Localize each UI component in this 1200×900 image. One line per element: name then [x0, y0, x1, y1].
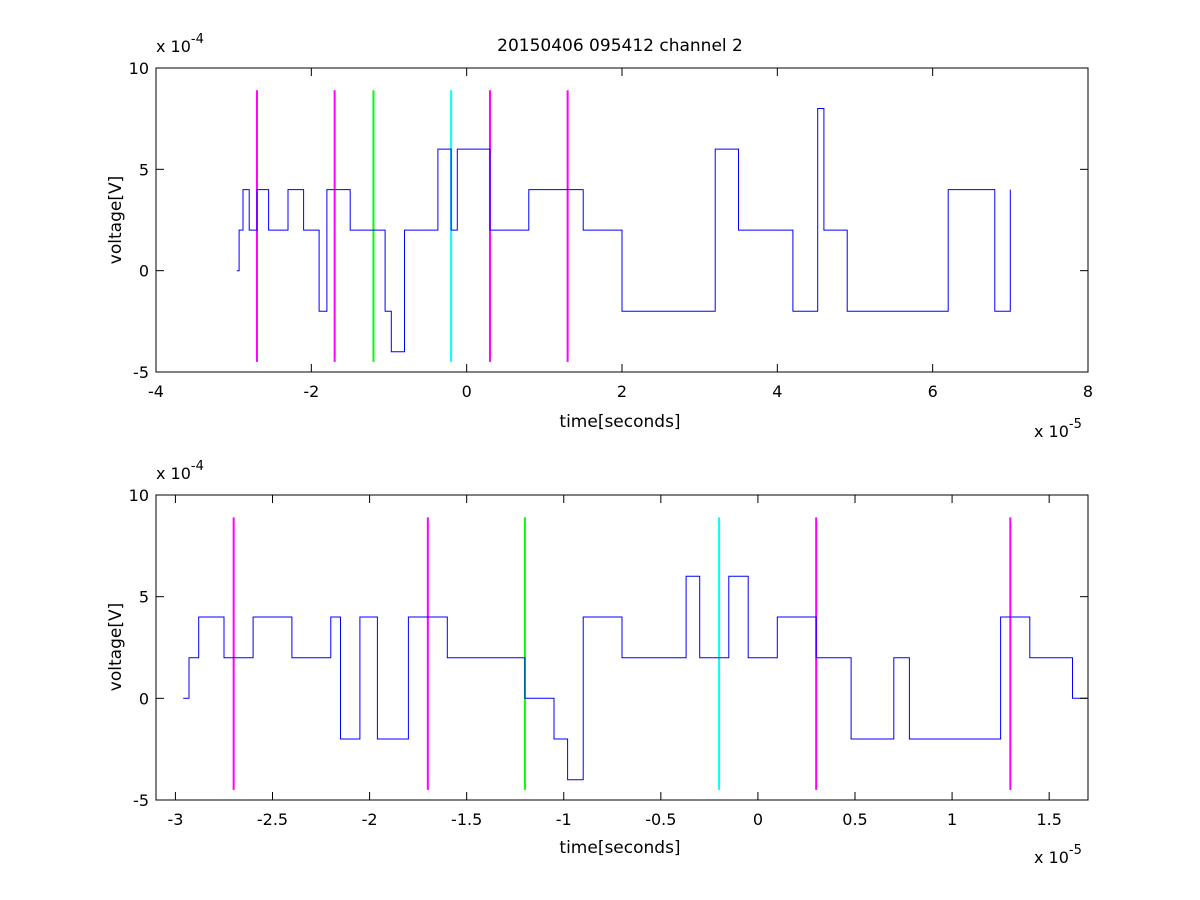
bottom-x-tick-label: -3 — [167, 810, 183, 829]
top-x-tick-label: 8 — [1083, 382, 1093, 401]
bottom-y-tick-label: 0 — [139, 689, 149, 708]
bottom-y-tick-label: 10 — [129, 486, 149, 505]
bottom-x-tick-label: -1 — [556, 810, 572, 829]
top-y-axis-label: voltage[V] — [106, 176, 126, 264]
bottom-axes-frame — [155, 494, 1089, 801]
top-x-ticks: -4 -2 0 2 4 6 8 — [148, 68, 1093, 401]
top-axes: -4 -2 0 2 4 6 8 -5 0 5 10 time[seconds] voltage[V… — [106, 32, 1093, 441]
bottom-y-tick-label: 5 — [139, 588, 149, 607]
bottom-y-tick-label: -5 — [133, 791, 149, 810]
bottom-x-tick-label: -2 — [362, 810, 378, 829]
bottom-y-ticks: -5 0 5 10 — [129, 486, 1088, 810]
bottom-y-exponent: x 10-4 — [156, 459, 204, 483]
top-x-tick-label: 6 — [928, 382, 938, 401]
top-voltage-trace — [236, 108, 1011, 353]
top-y-tick-label: -5 — [133, 363, 149, 382]
bottom-x-tick-label: 0.5 — [842, 810, 867, 829]
bottom-x-tick-label: 0 — [753, 810, 763, 829]
figure-title: 20150406 095412 channel 2 — [497, 36, 743, 56]
top-y-exponent: x 10-4 — [156, 32, 204, 56]
top-y-tick-label: 0 — [139, 262, 149, 281]
bottom-x-tick-label: -0.5 — [645, 810, 676, 829]
top-x-axis-label: time[seconds] — [559, 412, 680, 432]
bottom-event-markers — [232, 517, 1012, 790]
top-y-ticks: -5 0 5 10 — [129, 59, 1088, 382]
top-x-tick-label: -4 — [148, 382, 164, 401]
top-x-tick-label: -2 — [303, 382, 319, 401]
bottom-voltage-trace — [183, 575, 1089, 781]
bottom-x-exponent: x 10-5 — [1034, 843, 1082, 867]
top-x-tick-label: 0 — [462, 382, 472, 401]
top-x-tick-label: 2 — [617, 382, 627, 401]
bottom-x-tick-label: 1.5 — [1036, 810, 1061, 829]
bottom-x-tick-label: 1 — [947, 810, 957, 829]
bottom-axes: -3 -2.5 -2 -1.5 -1 -0.5 0 0.5 1 1.5 -5 0 5 10 time[s… — [106, 459, 1089, 867]
bottom-x-tick-label: -1.5 — [451, 810, 482, 829]
bottom-x-tick-label: -2.5 — [257, 810, 288, 829]
top-x-tick-label: 4 — [772, 382, 782, 401]
bottom-x-ticks: -3 -2.5 -2 -1.5 -1 -0.5 0 0.5 1 1.5 — [167, 495, 1062, 829]
bottom-y-axis-label: voltage[V] — [106, 603, 126, 691]
bottom-x-axis-label: time[seconds] — [559, 838, 680, 858]
top-y-tick-label: 10 — [129, 59, 149, 78]
top-x-exponent: x 10-5 — [1034, 417, 1082, 441]
top-y-tick-label: 5 — [139, 160, 149, 179]
